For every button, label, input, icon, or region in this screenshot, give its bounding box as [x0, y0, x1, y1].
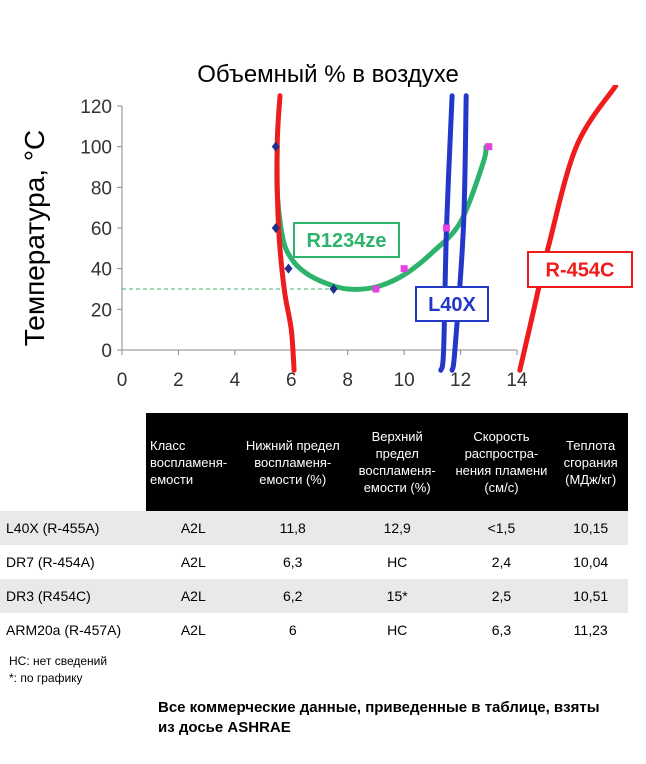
row-ufl: 12,9 [344, 511, 450, 545]
row-ufl: НС [387, 554, 408, 570]
y-tick-label: 60 [91, 219, 112, 240]
table-header-row: Класс воспламеня-емости Нижний предел во… [0, 413, 628, 511]
row-refrigerant: ARM20a (R-457A) [6, 622, 122, 638]
data-point-square [372, 285, 380, 293]
data-point-square [400, 265, 408, 273]
y-tick-label: 40 [91, 260, 112, 281]
table-row: ARM20a (R-457A) A2L 6 НС 6,3 11,23 [0, 613, 628, 647]
data-point-diamond [284, 263, 293, 274]
series-label-box-r-454c [527, 251, 633, 288]
row-refrigerant: L40X (R-455A) [0, 511, 146, 545]
series-curves [274, 85, 619, 373]
series-label-box-r1234ze [293, 222, 400, 258]
y-tick-label: 120 [80, 97, 112, 118]
data-point-diamond [271, 141, 280, 152]
flammability-table: Класс воспламеня-емости Нижний предел во… [0, 413, 628, 647]
x-tick-label: 0 [117, 370, 128, 391]
series-label-r1234ze: R1234ze [306, 230, 386, 252]
y-tick-label: 100 [80, 138, 112, 159]
y-tick-label: 20 [91, 300, 112, 321]
series-label-box-l40x [415, 286, 489, 322]
row-lfl: 6,3 [283, 554, 303, 570]
x-tick-label: 12 [450, 370, 471, 391]
data-point-square [485, 143, 493, 151]
series-line-l40x [449, 93, 469, 373]
table-row: DR7 (R-454A) A2L 6,3 НС 2,4 10,04 [0, 545, 628, 579]
x-tick-label: 10 [394, 370, 415, 391]
series-line-l40x [438, 93, 455, 373]
series-label-l40x: L40X [428, 294, 476, 316]
axes: 0 20 40 60 80 100 120 0 2 4 6 8 10 12 14 [80, 97, 528, 391]
row-heat: 10,04 [573, 554, 609, 570]
row-speed: 6,3 [491, 622, 512, 638]
data-point-square [442, 224, 450, 232]
table-corner [0, 413, 146, 511]
chart: Объемный % в воздухе Температура, °C 020… [19, 61, 633, 391]
row-class: A2L [146, 579, 241, 613]
row-speed: <1,5 [449, 511, 554, 545]
x-tick-label: 6 [286, 370, 297, 391]
row-heat: 11,23 [573, 622, 608, 638]
series-line-r-454c [274, 93, 297, 373]
data-point-diamond [271, 223, 280, 233]
row-ufl: 15* [344, 579, 450, 613]
row-heat: 10,15 [553, 511, 628, 545]
row-class: A2L [180, 622, 206, 638]
row-speed: 2,5 [449, 579, 554, 613]
data-point-diamond [329, 284, 338, 294]
series-label-r-454c: R-454C [546, 260, 615, 282]
table-row: L40X (R-455A) A2L 11,8 12,9 <1,5 10,15 [0, 511, 628, 545]
note-nc: НС: нет сведений [9, 654, 108, 668]
x-tick-label: 2 [173, 370, 184, 391]
row-speed: 2,4 [491, 554, 512, 570]
row-refrigerant: DR3 (R454C) [0, 579, 146, 613]
header-burning-velocity: Скорость распростра-нения пламени (см/с) [449, 413, 554, 511]
table-row: DR3 (R454C) A2L 6,2 15* 2,5 10,51 [0, 579, 628, 613]
series-line-r1234ze [274, 144, 489, 292]
row-class: A2L [180, 554, 206, 570]
note-star: *: по графику [9, 671, 83, 685]
row-lfl: 6,2 [240, 579, 345, 613]
row-class: A2L [146, 511, 241, 545]
header-lfl: Нижний предел воспламеня-емости (%) [240, 413, 345, 511]
row-lfl: 6 [288, 622, 297, 638]
series-line-r-454c [517, 85, 619, 373]
x-tick-label: 8 [342, 370, 353, 391]
row-heat: 10,51 [553, 579, 628, 613]
y-tick-label: 80 [91, 178, 112, 199]
y-tick-label: 0 [101, 341, 112, 362]
y-axis-label: Температура, °C [19, 130, 50, 347]
x-tick-label: 14 [506, 370, 528, 391]
row-refrigerant: DR7 (R-454A) [6, 554, 95, 570]
footer-source-note: Все коммерческие данные, приведенные в т… [158, 699, 600, 736]
x-tick-label: 4 [230, 370, 241, 391]
row-lfl: 11,8 [240, 511, 345, 545]
header-flammability-class: Класс воспламеня-емости [146, 413, 241, 511]
chart-title: Объемный % в воздухе [197, 61, 459, 88]
header-ufl: Верхний предел воспламеня-емости (%) [344, 413, 450, 511]
header-heat-of-combustion: Теплота сгорания (МДж/кг) [553, 413, 628, 511]
series-labels: R1234ze R-454C L40X [293, 222, 633, 322]
row-ufl: НС [387, 622, 408, 638]
series-markers [271, 141, 493, 294]
